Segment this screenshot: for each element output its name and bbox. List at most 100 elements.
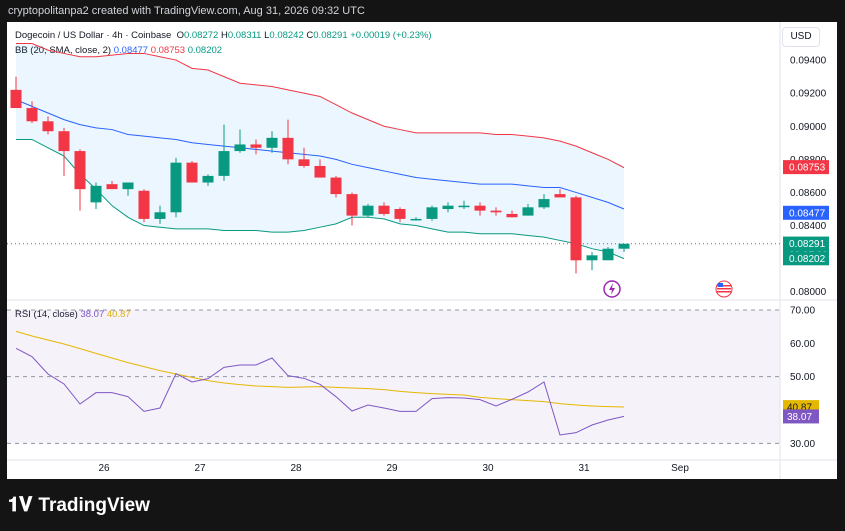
rsi-line (15, 347, 625, 436)
time-tick-label: 29 (386, 463, 398, 474)
candle-body (186, 162, 198, 183)
close-label: C (306, 30, 314, 41)
price-legend: Dogecoin / US Dollar · 4h · Coinbase O0.… (15, 30, 432, 41)
candle-body (506, 213, 518, 218)
time-tick-label: Sep (671, 463, 689, 474)
rsi-label-box (783, 409, 819, 424)
candle-body (266, 137, 278, 148)
candle-body (282, 137, 294, 160)
candle-body (42, 121, 54, 132)
candle-body (538, 199, 550, 208)
candle-body (218, 151, 230, 176)
price-tick-label: 0.08400 (790, 221, 827, 232)
rsi-tick-label: 60.00 (790, 339, 815, 350)
time-tick-label: 31 (578, 463, 590, 474)
rsi-label-text: 40.87 (787, 403, 812, 414)
candle-body (58, 131, 70, 152)
bb-fill (16, 43, 624, 259)
candles (10, 76, 630, 274)
rsi-tick-label: 30.00 (790, 439, 815, 450)
price-label-text: 0.08291 (789, 239, 826, 250)
time-tick-label: 28 (290, 463, 302, 474)
price-label-box (783, 236, 829, 251)
candle-body (234, 144, 246, 152)
rsi-title: RSI (14, close) (15, 309, 78, 320)
candle-body (522, 207, 534, 216)
rsi-pane (7, 309, 780, 444)
bollinger-bands (15, 43, 625, 260)
rsi-value: 38.07 (80, 309, 105, 320)
bb-legend: BB (20, SMA, close, 2) 0.08477 0.08753 0… (15, 45, 222, 56)
candle-body (410, 218, 422, 221)
candle-body (618, 243, 630, 249)
candle-body (298, 159, 310, 166)
candle-body (490, 210, 502, 213)
tradingview-logo[interactable]: 𝟏𝐕 TradingView (8, 494, 150, 517)
price-label-box (783, 251, 829, 266)
bb-upper-line (16, 43, 625, 169)
rsi-ma-value: 40.87 (106, 309, 131, 320)
candle-body (346, 194, 358, 216)
candle-body (586, 255, 598, 261)
candle-body (442, 205, 454, 209)
candle-body (154, 212, 166, 219)
price-tick-label: 0.08000 (790, 287, 827, 298)
time-tick-label: 26 (98, 463, 110, 474)
candle-body (458, 205, 470, 208)
price-tick-label: 0.08600 (790, 188, 827, 199)
axes: 0.094000.092000.090000.088000.086000.084… (7, 22, 837, 479)
candle-body (122, 182, 134, 190)
candle-body (394, 208, 406, 219)
candle-body (202, 175, 214, 183)
open-value: 0.08272 (183, 30, 219, 41)
bb-lower-value: 0.08202 (187, 45, 223, 56)
change-value: +0.00019 (+0.23%) (350, 30, 432, 41)
bb-basis-line (15, 99, 625, 210)
candle-body (90, 185, 102, 203)
candle-body (602, 248, 614, 261)
candle-body (250, 144, 262, 148)
candle-body (378, 205, 390, 214)
bb-title: BB (20, SMA, close, 2) (15, 45, 112, 56)
bb-upper-value: 0.08753 (150, 45, 186, 56)
low-label: L (264, 30, 270, 41)
symbol-title: Dogecoin / US Dollar · 4h · Coinbase (15, 30, 172, 41)
price-label-text: 0.08202 (789, 254, 826, 265)
candle-body (330, 177, 342, 195)
price-tick-label: 0.09400 (790, 56, 827, 67)
candle-body (170, 162, 182, 213)
rsi-legend: RSI (14, close) 38.07 40.87 (15, 309, 131, 320)
candle-body (106, 184, 118, 190)
rsi-tick-label: 50.00 (790, 372, 815, 383)
currency-button[interactable]: USD (782, 27, 820, 47)
rsi-tick-label: 70.00 (790, 306, 815, 317)
candle-body (426, 207, 438, 219)
chart-frame[interactable] (7, 22, 837, 479)
close-value: 0.08291 (313, 30, 348, 41)
candle-body (554, 194, 566, 198)
us-flag-icon[interactable] (715, 280, 733, 298)
price-label-text: 0.08753 (789, 163, 826, 174)
price-label-box (783, 160, 829, 175)
candle-body (26, 108, 38, 122)
price-label-box (783, 205, 829, 220)
bb-lower-line (16, 138, 625, 260)
price-tick-label: 0.09000 (790, 122, 827, 133)
candle-body (362, 205, 374, 216)
low-value: 0.08242 (269, 30, 304, 41)
flash-icon[interactable] (603, 280, 621, 298)
time-tick-label: 30 (482, 463, 494, 474)
price-label-text: 0.08477 (789, 208, 826, 219)
brand-name: TradingView (38, 494, 150, 516)
candle-body (10, 89, 22, 109)
open-label: O (176, 30, 184, 41)
high-value: 0.08311 (227, 30, 262, 41)
rsi-ma-line (15, 330, 625, 408)
candle-body (138, 190, 150, 219)
high-label: H (220, 30, 228, 41)
rsi-label-text: 38.07 (787, 412, 812, 423)
candle-body (474, 205, 486, 211)
attribution-text: cryptopolitanpa2 created with TradingVie… (8, 5, 365, 17)
price-tick-label: 0.09200 (790, 89, 827, 100)
